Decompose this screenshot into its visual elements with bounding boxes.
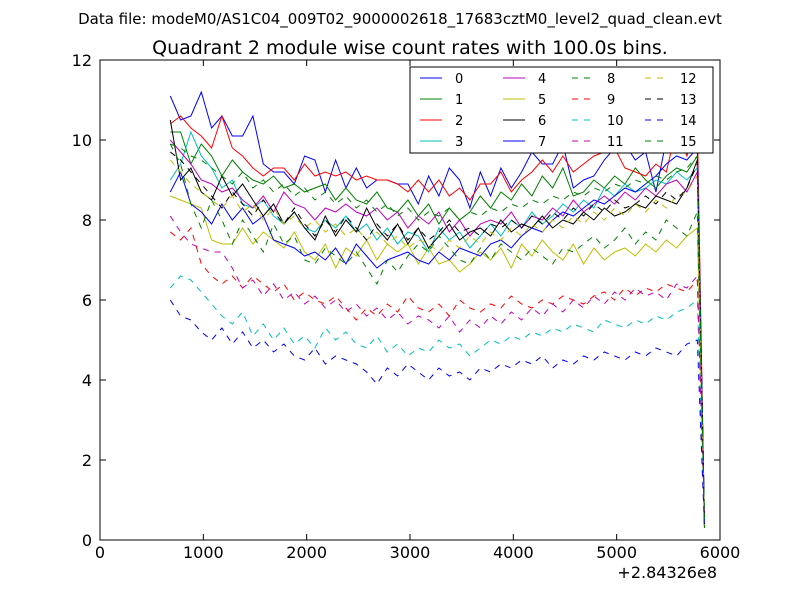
x-tick-label: 1000 [183,543,224,562]
legend-label-11: 11 [607,135,624,150]
series-line-6 [169,119,705,525]
legend-label-6: 6 [538,114,546,129]
legend-label-8: 8 [607,72,615,87]
series-line-5 [170,195,705,521]
series-line-3 [169,130,705,525]
series-line-14 [169,299,705,529]
x-axis-offset-label: +2.84326e8 [617,563,717,582]
series-line-13 [169,151,705,525]
series-line-15 [170,143,705,529]
legend-label-14: 14 [680,114,697,129]
legend-label-5: 5 [538,93,546,108]
chart-title: Quadrant 2 module wise count rates with … [152,37,668,59]
x-tick-label: 3000 [390,543,431,562]
legend-label-13: 13 [680,93,697,108]
legend-label-7: 7 [538,135,546,150]
series-line-4 [169,139,705,529]
legend-label-4: 4 [538,72,546,87]
y-tick-label: 8 [82,211,92,230]
legend-label-9: 9 [607,93,615,108]
legend-label-1: 1 [455,93,463,108]
y-tick-label: 12 [72,51,92,70]
x-tick-label: 6000 [700,543,741,562]
y-tick-label: 2 [82,451,92,470]
legend-box [409,66,714,154]
y-tick-label: 4 [82,371,92,390]
chart-suptitle: Data file: modeM0/AS1C04_009T02_90000026… [78,10,722,29]
y-tick-label: 0 [82,531,92,550]
legend-label-3: 3 [455,135,463,150]
legend-label-10: 10 [607,114,624,129]
x-tick-label: 2000 [286,543,327,562]
series-line-2 [169,114,705,529]
legend-label-12: 12 [680,72,697,87]
x-tick-label: 5000 [596,543,637,562]
series-layer [169,90,705,529]
legend-label-15: 15 [680,135,697,150]
series-line-7 [169,146,705,529]
x-tick-label: 0 [95,543,105,562]
y-tick-label: 10 [72,131,92,150]
series-line-10 [169,275,705,525]
series-line-1 [170,131,705,525]
y-tick-label: 6 [82,291,92,310]
series-line-8 [169,143,705,525]
series-line-0 [169,90,705,529]
series-line-9 [169,226,705,521]
legend-label-0: 0 [455,72,463,87]
legend-label-2: 2 [455,114,463,129]
x-tick-label: 4000 [493,543,534,562]
series-line-11 [169,215,705,529]
